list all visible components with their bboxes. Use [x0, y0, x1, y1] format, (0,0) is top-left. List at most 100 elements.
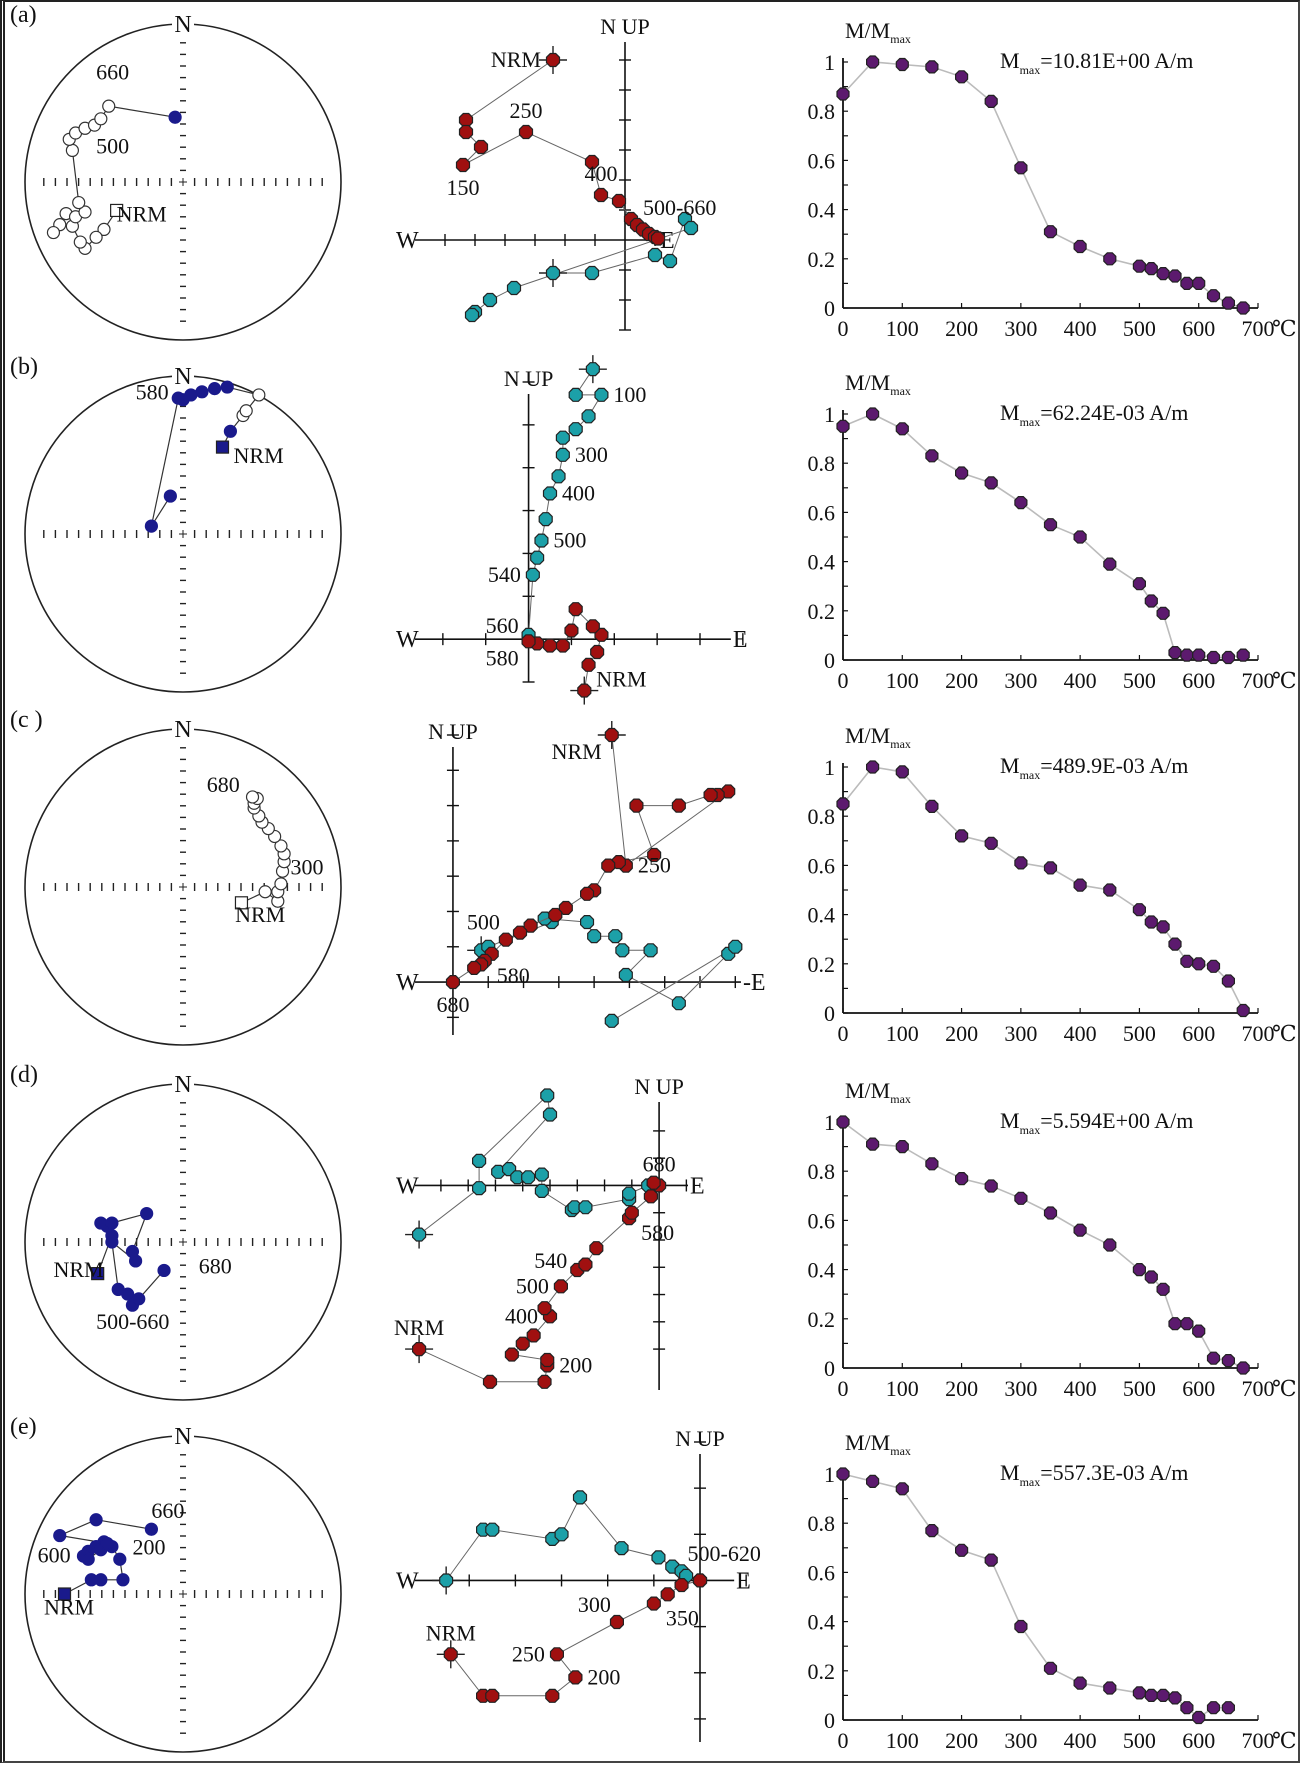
- zijderveld-horizontal-point: [629, 798, 644, 813]
- zijderveld-horizontal-point: [553, 1279, 568, 1294]
- demag-x-tick-label: 0: [838, 1728, 849, 1753]
- demag-y-tick-label: 0: [824, 296, 835, 321]
- zijderveld-horizontal-point: [646, 1596, 661, 1611]
- zijderveld-vertical-point: [647, 247, 663, 263]
- zijderveld-vertical-line: [418, 1094, 654, 1235]
- demag-point: [1192, 276, 1206, 290]
- demag-x-tick-label: 700: [1242, 1021, 1275, 1046]
- demag-point: [1073, 878, 1087, 892]
- demag-point: [1073, 1676, 1087, 1690]
- mmax-prefix: M: [1000, 753, 1020, 778]
- zijderveld-horizontal-point: [537, 1301, 552, 1316]
- zijderveld-step-label: 150: [447, 175, 480, 200]
- zijderveld-horizontal-point: [545, 1688, 560, 1703]
- zijderveld-horizontal-point: [611, 193, 627, 209]
- demag-x-tick-label: 0: [838, 316, 849, 341]
- stereonet-lower-point: [223, 424, 237, 438]
- zijderveld-vertical-point: [594, 387, 609, 402]
- zijderveld-up-label: N UP: [428, 719, 478, 744]
- zijderveld-vertical-point: [525, 567, 540, 582]
- zijderveld-vertical-point: [643, 943, 658, 958]
- stereonet-nrm-marker: [110, 203, 124, 218]
- stereonet-label: 500-660: [96, 1309, 169, 1334]
- demag-point: [865, 55, 880, 69]
- mmax-sub: max: [1020, 768, 1041, 782]
- zijderveld-horizontal-point: [593, 187, 609, 203]
- zijderveld-step-label: NRM: [394, 1315, 444, 1340]
- stereonet-lower-point: [132, 1292, 146, 1306]
- zijderveld-vertical-point: [584, 265, 600, 281]
- panel-label: (c ): [10, 707, 43, 733]
- mmax-value: =10.81E+00 A/m: [1040, 48, 1193, 73]
- zijderveld-horizontal-point: [555, 638, 570, 653]
- demag-x-tick-label: 600: [1182, 1376, 1215, 1401]
- demag-point: [895, 57, 909, 72]
- zijderveld-horizontal-point: [611, 855, 626, 870]
- demag-x-tick-label: 300: [1004, 1376, 1037, 1401]
- demag-x-tick-label: 400: [1064, 668, 1097, 693]
- zijderveld-horizontal-point: [581, 657, 596, 672]
- demag-mmax-annotation: Mmax=5.594E+00 A/m: [1000, 1108, 1193, 1137]
- demag-x-tick-label: 500: [1123, 1376, 1156, 1401]
- demag-point: [1014, 161, 1028, 175]
- panel-label: (d): [10, 1062, 38, 1088]
- zijderveld-horizontal-point: [445, 975, 461, 990]
- zijderveld-vertical-point: [530, 550, 545, 565]
- demag-point: [836, 797, 850, 811]
- stereonet-label: 600: [38, 1542, 71, 1567]
- demag-point: [925, 799, 939, 814]
- demag-point: [1168, 1691, 1182, 1705]
- zijderveld-e-label: E: [736, 1568, 751, 1594]
- demag-point: [1156, 1688, 1170, 1702]
- zijderveld-horizontal-point: [549, 1647, 564, 1662]
- zijderveld-horizontal-line: [462, 59, 659, 239]
- stereonet-label: NRM: [44, 1595, 94, 1620]
- zijderveld-vertical-point: [651, 1550, 666, 1565]
- zijderveld-w-label: W: [396, 970, 419, 996]
- zijderveld-horizontal-point: [671, 798, 686, 813]
- demag-x-tick-label: 500: [1123, 316, 1156, 341]
- stereonet-upper-point: [78, 205, 92, 219]
- demag-point: [1144, 594, 1158, 608]
- zijderveld-vertical-point: [585, 362, 600, 377]
- zijderveld-w-label: W: [396, 1173, 419, 1199]
- demag-point: [1192, 957, 1206, 971]
- zijderveld-horizontal-point: [578, 1257, 593, 1272]
- zijderveld-step-label: 580: [641, 1220, 674, 1245]
- zijderveld-step-label: 250: [510, 98, 543, 123]
- demag-x-tick-label: 200: [945, 1728, 978, 1753]
- demag-point: [1168, 646, 1182, 660]
- demag-x-tick-label: 600: [1182, 1728, 1215, 1753]
- zijderveld-vertical-point: [608, 929, 623, 944]
- demag-point: [955, 1171, 969, 1186]
- zijderveld-vertical-point: [568, 422, 583, 437]
- demag-point: [1156, 606, 1170, 620]
- demag-x-unit: ℃: [1272, 668, 1297, 693]
- stereonet-upper-point: [89, 230, 103, 244]
- zijderveld-step-label: 500-660: [643, 195, 716, 220]
- stereonet-lower-point: [195, 385, 209, 399]
- demag-y-label-main: M/M: [845, 1078, 890, 1103]
- stereonet-lower-point: [94, 1216, 108, 1230]
- stereonet-lower-point: [140, 1206, 154, 1221]
- stereonet-upper-point: [274, 839, 288, 853]
- demag-y-label: M/Mmax: [845, 723, 911, 751]
- zijderveld-step-label: NRM: [491, 47, 541, 72]
- zijderveld-horizontal-point: [443, 1647, 458, 1662]
- demag-point: [1206, 650, 1221, 665]
- demag-y-tick-label: 1: [824, 755, 835, 780]
- demag-point: [1221, 296, 1235, 310]
- mmax-sub: max: [1020, 63, 1041, 77]
- zijderveld-e-label: E: [733, 627, 748, 653]
- demag-curve: 0 0.2 0.4 0.6 0.8 1 0 100 200 300 400 500 600 700℃ M/M…: [808, 723, 1297, 1046]
- demag-y-tick-label: 0.6: [808, 500, 836, 525]
- stereonet-lower-point: [144, 519, 158, 533]
- demag-y-tick-label: 0.4: [808, 1258, 836, 1283]
- zijderveld-vertical-point: [471, 1181, 487, 1196]
- demag-x-tick-label: 600: [1182, 316, 1215, 341]
- stereonet-lower-point: [116, 1573, 130, 1587]
- demag-line: [842, 1121, 1244, 1369]
- demag-curve: 0 0.2 0.4 0.6 0.8 1 0 100 200 300 400 500 600 700℃ M/M…: [808, 1078, 1297, 1401]
